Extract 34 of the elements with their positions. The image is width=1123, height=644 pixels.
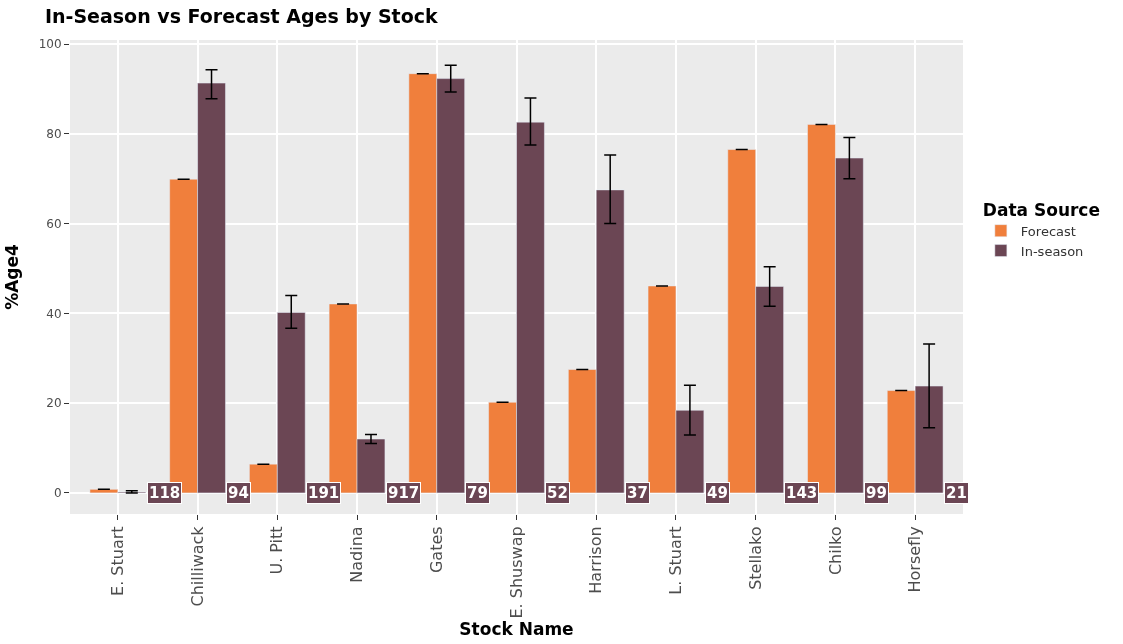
annotation: 21 [946, 484, 967, 502]
y-tick-label: 0 [53, 486, 62, 501]
x-tick-label: L. Stuart [666, 526, 686, 595]
x-tick-label: Gates [426, 526, 446, 574]
chart-title: In-Season vs Forecast Ages by Stock [44, 4, 439, 27]
legend-label: In-season [1020, 243, 1084, 259]
y-tick-label: 20 [46, 396, 62, 411]
y-axis-title: %Age4 [2, 243, 23, 310]
legend-label: Forecast [1020, 223, 1076, 239]
x-tick-label: Nadina [347, 526, 367, 583]
y-tick-label: 100 [38, 37, 62, 52]
x-tick-label: E. Stuart [108, 526, 128, 596]
x-tick-label: Harrison [586, 526, 606, 594]
annotation: 49 [707, 484, 728, 502]
annotation: 143 [786, 484, 818, 502]
annotation: 118 [149, 484, 181, 502]
annotation: 94 [228, 484, 249, 502]
x-tick-label: Chilko [825, 526, 845, 576]
x-tick-label: U. Pitt [267, 526, 287, 575]
annotation: 917 [388, 484, 420, 502]
annotation: 52 [547, 484, 568, 502]
y-tick-label: 80 [46, 127, 62, 142]
annotation: 191 [308, 484, 340, 502]
y-tick-label: 40 [46, 306, 62, 321]
annotation: 79 [467, 484, 488, 502]
annotation: 99 [866, 484, 887, 502]
x-tick-label: Stellako [745, 526, 765, 590]
x-axis-title: Stock Name [459, 618, 574, 639]
legend-title: Data Source [982, 199, 1100, 220]
y-tick-label: 60 [46, 216, 62, 231]
annotation: 37 [627, 484, 648, 502]
x-tick-label: Chilliwack [187, 525, 207, 607]
x-tick-label: Horsefly [905, 526, 925, 593]
x-tick-label: E. Shuswap [506, 526, 526, 619]
